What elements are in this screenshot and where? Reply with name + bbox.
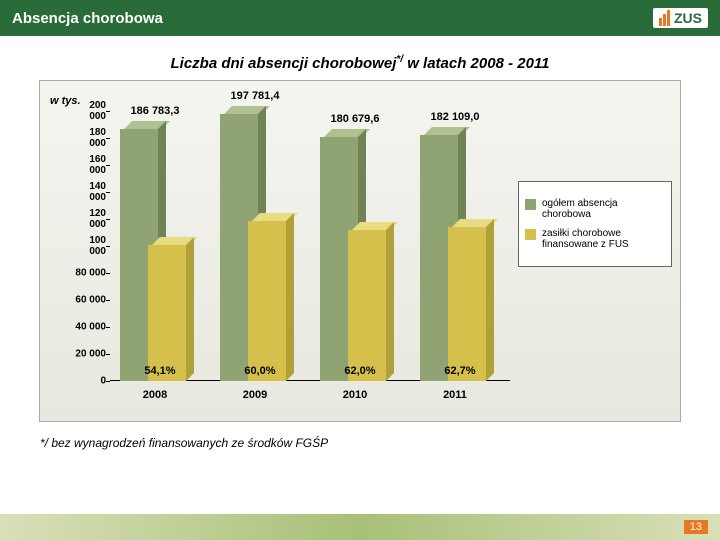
chart-title-suffix: w latach 2008 - 2011 bbox=[403, 55, 549, 72]
logo-bars-icon bbox=[659, 10, 670, 26]
value-label: 180 679,6 bbox=[310, 113, 400, 125]
y-tick: 40 000 bbox=[70, 322, 106, 333]
legend-item-2: zasiłki chorobowe finansowane z FUS bbox=[525, 228, 665, 250]
bar-fus bbox=[348, 230, 386, 381]
y-tick: 0 bbox=[70, 376, 106, 387]
x-label: 2009 bbox=[215, 389, 295, 401]
chart-title: Liczba dni absencji chorobowej*/ w latac… bbox=[0, 54, 720, 72]
footer-band: 13 bbox=[0, 514, 720, 540]
bar-fus bbox=[248, 221, 286, 381]
value-label: 182 109,0 bbox=[410, 111, 500, 123]
legend-swatch-1 bbox=[525, 199, 536, 210]
pct-label: 62,7% bbox=[430, 365, 490, 377]
page-number: 13 bbox=[684, 520, 708, 534]
pct-label: 62,0% bbox=[330, 365, 390, 377]
y-tick: 60 000 bbox=[70, 295, 106, 306]
y-tick: 100 000 bbox=[70, 235, 106, 257]
y-tick: 180 000 bbox=[70, 127, 106, 149]
page-title: Absencja chorobowa bbox=[12, 10, 163, 27]
y-tick: 20 000 bbox=[70, 349, 106, 360]
zus-logo: ZUS bbox=[653, 8, 708, 28]
chart-area: w tys. 020 00040 00060 00080 000100 0001… bbox=[39, 80, 681, 422]
bar-fus bbox=[148, 245, 186, 381]
legend: ogółem absencja chorobowa zasiłki chorob… bbox=[518, 181, 672, 267]
chart-title-prefix: Liczba dni absencji chorobowej bbox=[170, 55, 396, 72]
legend-label-1: ogółem absencja chorobowa bbox=[542, 198, 665, 220]
header-bar: Absencja chorobowa ZUS bbox=[0, 0, 720, 36]
y-tick: 140 000 bbox=[70, 181, 106, 203]
x-label: 2011 bbox=[415, 389, 495, 401]
logo-text: ZUS bbox=[674, 10, 702, 26]
footnote: */ bez wynagrodzeń finansowanych ze środ… bbox=[40, 436, 720, 450]
value-label: 197 781,4 bbox=[210, 90, 300, 102]
pct-label: 60,0% bbox=[230, 365, 290, 377]
y-tick: 160 000 bbox=[70, 154, 106, 176]
x-label: 2010 bbox=[315, 389, 395, 401]
bar-fus bbox=[448, 227, 486, 381]
y-tick: 120 000 bbox=[70, 208, 106, 230]
x-label: 2008 bbox=[115, 389, 195, 401]
y-tick: 80 000 bbox=[70, 268, 106, 279]
y-tick: 200 000 bbox=[70, 100, 106, 122]
value-label: 186 783,3 bbox=[110, 105, 200, 117]
legend-label-2: zasiłki chorobowe finansowane z FUS bbox=[542, 228, 665, 250]
legend-item-1: ogółem absencja chorobowa bbox=[525, 198, 665, 220]
pct-label: 54,1% bbox=[130, 365, 190, 377]
legend-swatch-2 bbox=[525, 229, 536, 240]
